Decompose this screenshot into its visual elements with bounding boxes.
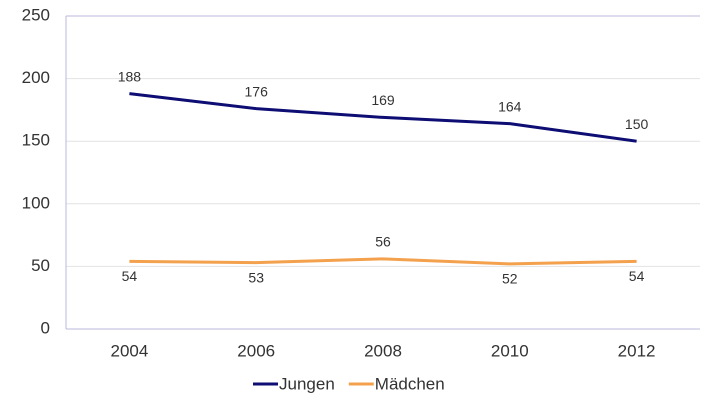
- data-label: 176: [245, 83, 269, 99]
- data-label: 169: [371, 92, 395, 108]
- y-tick-label: 100: [22, 193, 50, 212]
- y-tick-label: 250: [22, 5, 50, 24]
- y-tick-label: 50: [31, 256, 50, 275]
- x-tick-label: 2006: [237, 341, 275, 360]
- data-label: 52: [502, 271, 518, 287]
- legend-label: Jungen: [279, 374, 335, 393]
- series-line: [129, 257, 637, 266]
- y-tick-label: 150: [22, 131, 50, 150]
- data-label: 54: [122, 268, 138, 284]
- data-label: 164: [498, 98, 522, 114]
- y-tick-label: 0: [41, 318, 50, 337]
- series-line: [129, 92, 637, 143]
- data-label: 56: [375, 234, 391, 250]
- y-tick-label: 200: [22, 68, 50, 87]
- x-tick-label: 2004: [110, 341, 148, 360]
- x-tick-label: 2012: [618, 341, 656, 360]
- x-tick-label: 2008: [364, 341, 402, 360]
- data-label: 188: [118, 68, 142, 84]
- data-label: 150: [625, 116, 649, 132]
- x-tick-label: 2010: [491, 341, 529, 360]
- data-label: 53: [248, 269, 264, 285]
- data-label: 54: [629, 268, 645, 284]
- legend-label: Mädchen: [375, 374, 445, 393]
